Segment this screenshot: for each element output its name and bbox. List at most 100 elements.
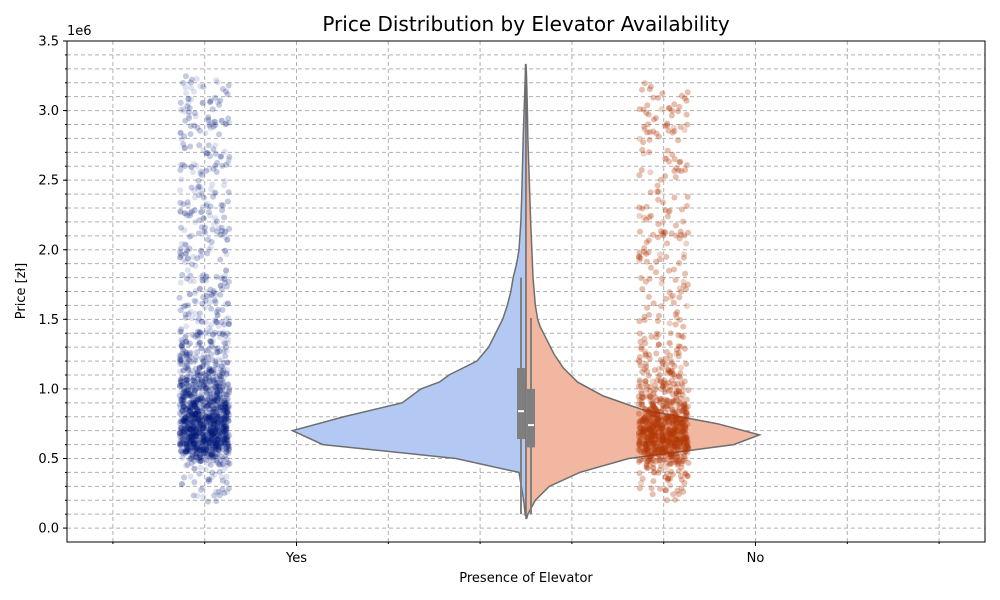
strip-point (208, 395, 215, 402)
strip-point (196, 230, 202, 237)
strip-point (192, 290, 198, 297)
strip-point (213, 440, 220, 447)
strip-point (190, 492, 197, 499)
strip-point (213, 273, 220, 280)
strip-point (214, 402, 221, 409)
strip-point (208, 429, 215, 435)
strip-point (636, 485, 643, 492)
strip-point (214, 79, 221, 86)
strip-point (179, 395, 185, 402)
strip-point (220, 382, 227, 389)
strip-point (210, 398, 216, 405)
strip-point (210, 444, 217, 450)
strip-point (215, 418, 222, 425)
strip-point (182, 84, 189, 91)
strip-point (212, 445, 219, 452)
strip-point (213, 169, 220, 175)
strip-point (189, 404, 195, 411)
strip-point (658, 303, 665, 310)
strip-point (207, 244, 214, 251)
strip-point (215, 385, 222, 392)
strip-point (214, 440, 221, 447)
strip-point (198, 318, 205, 325)
strip-point (203, 437, 210, 444)
strip-point (181, 437, 188, 444)
strip-point (199, 300, 206, 307)
strip-point (222, 400, 229, 407)
strip-point (221, 440, 228, 447)
strip-point (182, 376, 189, 383)
strip-point (217, 413, 224, 420)
strip-point (217, 416, 224, 423)
strip-point (216, 387, 223, 394)
strip-point (223, 427, 230, 434)
strip-point (219, 446, 226, 452)
strip-point (214, 228, 221, 235)
strip-point (222, 121, 229, 127)
strip-point (186, 356, 193, 363)
strip-point (202, 276, 209, 283)
strip-point (177, 379, 184, 386)
strip-point (215, 356, 222, 363)
strip-point (180, 387, 187, 394)
strip-point (215, 420, 222, 427)
strip-point (216, 392, 223, 399)
strip-point (209, 181, 216, 188)
strip-point (192, 219, 199, 226)
strip-point (191, 297, 198, 304)
strip-point (210, 417, 217, 424)
strip-point (193, 354, 200, 360)
strip-point (180, 389, 186, 396)
strip-point (681, 402, 688, 409)
strip-point (200, 382, 207, 389)
strip-point (180, 346, 186, 353)
strip-point (211, 377, 218, 383)
strip-point (207, 153, 213, 160)
strip-point (211, 220, 217, 227)
strip-point (205, 437, 212, 444)
strip-point (200, 446, 207, 453)
strip-point (195, 416, 201, 423)
strip-point (213, 498, 220, 505)
strip-point (177, 208, 184, 215)
strip-point (177, 382, 184, 389)
strip-point (195, 376, 202, 383)
strip-point (223, 407, 230, 414)
strip-point (179, 481, 185, 488)
strip-point (184, 412, 191, 419)
strip-point (212, 384, 219, 391)
strip-point (196, 183, 203, 190)
strip-point (675, 343, 682, 350)
strip-point (191, 379, 198, 386)
strip-point (187, 427, 194, 433)
strip-point (178, 425, 185, 432)
strip-point (184, 437, 191, 444)
strip-point (181, 400, 188, 406)
strip-point (218, 389, 225, 396)
strip-point (223, 400, 230, 406)
strip-point (206, 367, 213, 374)
strip-point (203, 403, 210, 410)
strip-point (198, 414, 205, 421)
strip-point (177, 448, 184, 455)
strip-point (216, 400, 223, 407)
strip-point (183, 427, 190, 434)
strip-point (655, 312, 662, 319)
strip-point (186, 291, 193, 298)
strip-point (199, 443, 206, 450)
strip-point (181, 133, 188, 140)
strip-point (209, 357, 216, 363)
strip-point (225, 189, 232, 196)
strip-point (200, 215, 207, 222)
strip-point (187, 426, 194, 432)
strip-point (178, 439, 185, 446)
strip-point (200, 402, 207, 409)
strip-point (208, 239, 215, 246)
strip-point (205, 209, 212, 216)
strip-point (209, 409, 216, 416)
strip-point (196, 408, 203, 415)
strip-point (186, 233, 193, 240)
strip-point (190, 169, 196, 176)
box-iqr-yes (517, 368, 525, 440)
strip-point (205, 114, 212, 121)
